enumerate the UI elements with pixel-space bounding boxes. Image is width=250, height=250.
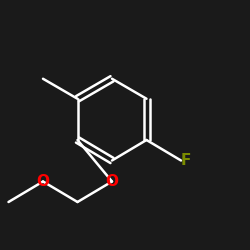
Text: O: O: [36, 174, 50, 189]
Text: F: F: [181, 153, 192, 168]
Text: O: O: [106, 174, 118, 189]
